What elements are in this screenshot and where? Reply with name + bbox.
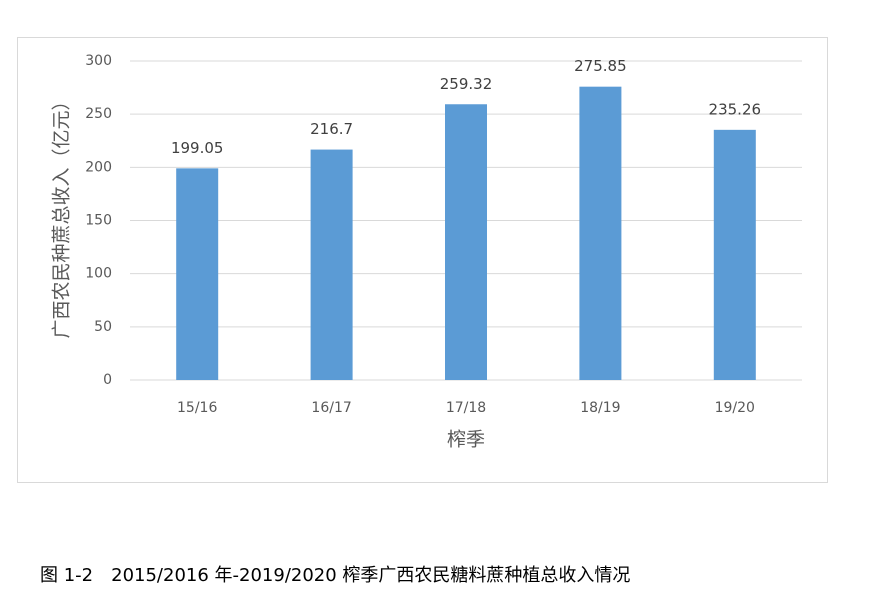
y-axis-label: 广西农民种蔗总收入（亿元）	[51, 91, 73, 338]
x-tick-label: 18/19	[580, 400, 620, 416]
y-tick-label: 0	[103, 372, 112, 388]
bar	[579, 86, 622, 380]
bar	[176, 168, 219, 380]
value-label: 259.32	[440, 75, 493, 93]
bar	[445, 104, 487, 380]
x-tick-label: 17/18	[446, 400, 486, 416]
y-tick-label: 200	[85, 159, 112, 175]
value-label: 199.05	[171, 139, 224, 157]
bar	[310, 149, 353, 380]
y-tick-label: 300	[85, 53, 112, 69]
value-label: 235.26	[709, 100, 762, 118]
value-label: 275.85	[574, 57, 627, 75]
value-label: 216.7	[310, 120, 353, 138]
x-tick-label: 19/20	[715, 400, 755, 416]
x-tick-label: 16/17	[311, 400, 351, 416]
chart-frame	[17, 37, 828, 483]
caption: 图 1-2 2015/2016 年-2019/2020 榨季广西农民糖料蔗种植总…	[40, 565, 630, 586]
x-axis-label: 榨季	[447, 429, 485, 451]
y-tick-label: 150	[85, 213, 112, 229]
bar	[713, 129, 756, 380]
y-tick-label: 100	[85, 266, 112, 282]
y-tick-label: 250	[85, 106, 112, 122]
y-tick-label: 50	[94, 319, 112, 335]
x-tick-label: 15/16	[177, 400, 217, 416]
